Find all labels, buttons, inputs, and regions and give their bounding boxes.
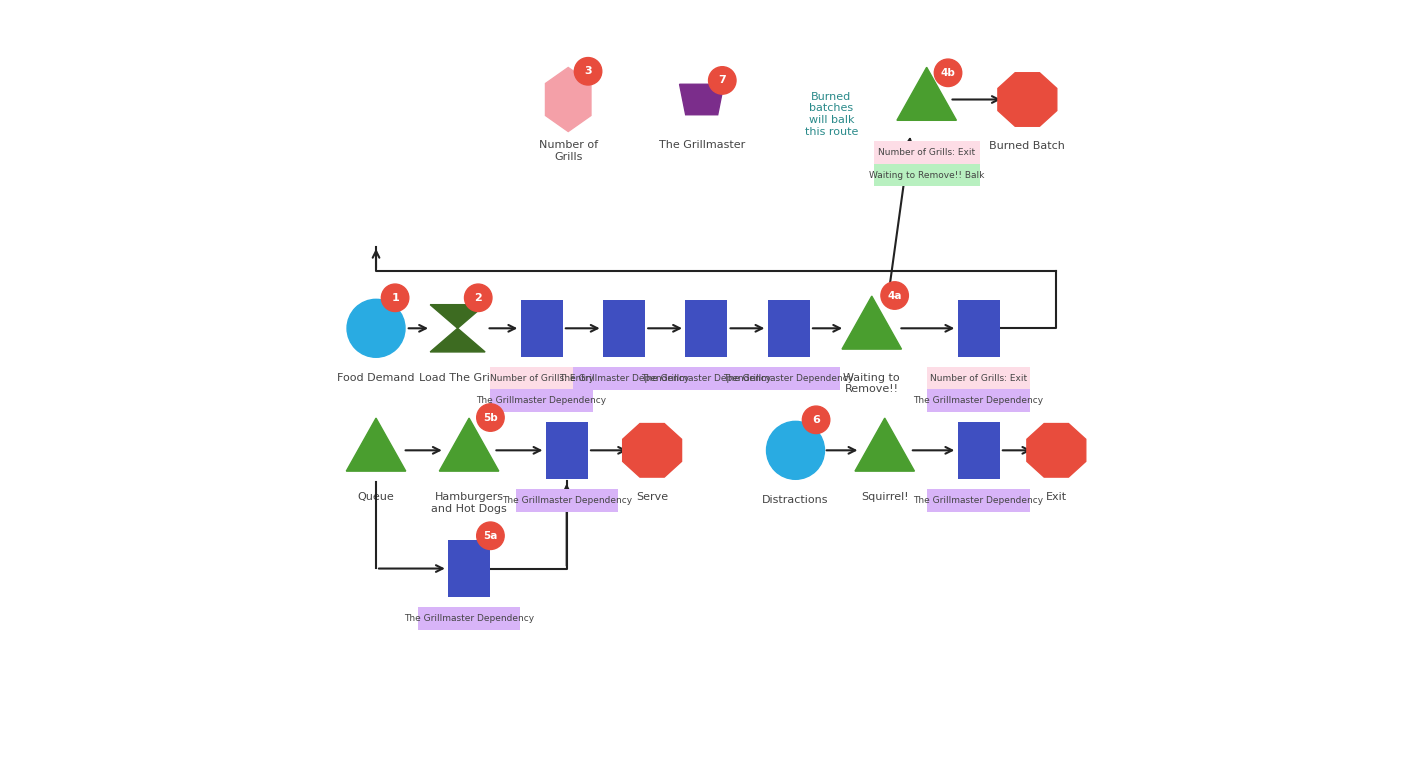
Text: Burned
batches
will balk
this route: Burned batches will balk this route [804, 92, 858, 136]
FancyBboxPatch shape [768, 300, 810, 357]
Polygon shape [1027, 423, 1086, 477]
Text: 5a: 5a [483, 530, 498, 540]
Circle shape [880, 281, 909, 309]
Text: 1: 1 [391, 293, 399, 303]
Text: Food Demand: Food Demand [337, 372, 415, 382]
Text: Flip: Flip [697, 368, 715, 378]
Text: Burned Batch: Burned Batch [989, 141, 1065, 151]
Circle shape [708, 67, 737, 94]
FancyBboxPatch shape [873, 141, 979, 164]
Polygon shape [430, 305, 485, 328]
Text: Number of Grills: Exit: Number of Grills: Exit [930, 374, 1027, 383]
Text: 4b: 4b [941, 68, 955, 78]
FancyBboxPatch shape [602, 300, 645, 357]
Text: Grill Time 1: Grill Time 1 [593, 368, 656, 378]
FancyBboxPatch shape [958, 422, 999, 479]
Text: Squirrel!: Squirrel! [861, 492, 909, 502]
FancyBboxPatch shape [927, 367, 1030, 390]
Polygon shape [546, 68, 591, 132]
Circle shape [477, 522, 504, 550]
FancyBboxPatch shape [927, 490, 1030, 512]
FancyBboxPatch shape [546, 422, 587, 479]
FancyBboxPatch shape [655, 367, 758, 390]
Circle shape [347, 299, 405, 357]
Text: The Grillmaster Dependency: The Grillmaster Dependency [724, 374, 854, 383]
Text: The Grillmaster Dependency: The Grillmaster Dependency [477, 396, 607, 406]
Text: Waited too Long: Waited too Long [882, 141, 972, 151]
FancyBboxPatch shape [573, 367, 674, 390]
Polygon shape [346, 418, 406, 471]
Text: Serve: Serve [636, 492, 669, 502]
Text: Distractions: Distractions [762, 494, 828, 504]
Polygon shape [430, 328, 485, 352]
Text: Number of Grills: Entry: Number of Grills: Entry [490, 374, 594, 383]
Polygon shape [998, 72, 1057, 126]
FancyBboxPatch shape [958, 300, 999, 357]
FancyBboxPatch shape [927, 389, 1030, 412]
Polygon shape [842, 296, 902, 349]
Circle shape [381, 284, 409, 311]
FancyBboxPatch shape [449, 540, 490, 598]
Text: The Grillmaster Dependency: The Grillmaster Dependency [404, 614, 535, 624]
Text: 6: 6 [813, 415, 820, 425]
Text: Place in Buns: Place in Buns [529, 490, 604, 500]
Text: Do Distractions: Do Distractions [935, 490, 1022, 500]
Circle shape [574, 58, 601, 85]
Text: 5b: 5b [483, 412, 498, 423]
Text: Number of
Grills: Number of Grills [539, 140, 598, 161]
FancyBboxPatch shape [491, 389, 593, 412]
Text: Queue: Queue [357, 492, 395, 502]
Text: Load The Grill: Load The Grill [419, 372, 497, 382]
Polygon shape [897, 67, 957, 120]
Text: The Grillmaster: The Grillmaster [659, 140, 745, 150]
Text: The Grillmaster Dependency: The Grillmaster Dependency [913, 497, 1044, 505]
Text: The Grillmaster Dependency: The Grillmaster Dependency [913, 396, 1044, 406]
Text: Exit: Exit [1046, 492, 1067, 502]
Polygon shape [622, 423, 682, 477]
Text: 7: 7 [718, 76, 727, 86]
Circle shape [766, 421, 824, 480]
Text: The Grillmaster Dependency: The Grillmaster Dependency [559, 374, 689, 383]
Text: 4a: 4a [888, 291, 902, 301]
Circle shape [464, 284, 492, 311]
FancyBboxPatch shape [418, 608, 521, 631]
FancyBboxPatch shape [521, 300, 563, 357]
Text: Grill Time 2: Grill Time 2 [756, 368, 821, 378]
Text: Add Cheese: Add Cheese [436, 608, 502, 618]
Text: Load the Grill: Load the Grill [504, 368, 579, 378]
Text: Waiting to
Remove!!: Waiting to Remove!! [844, 372, 900, 394]
Text: Number of Grills: Exit: Number of Grills: Exit [878, 148, 975, 157]
Circle shape [477, 404, 504, 431]
Circle shape [803, 406, 830, 433]
Text: The Grillmaster Dependency: The Grillmaster Dependency [502, 497, 632, 505]
Text: 3: 3 [584, 66, 591, 76]
Text: Hamburgers
and Hot Dogs: Hamburgers and Hot Dogs [432, 492, 507, 514]
FancyBboxPatch shape [738, 367, 840, 390]
Circle shape [934, 59, 962, 86]
Text: The Grillmaster Dependency: The Grillmaster Dependency [641, 374, 772, 383]
Polygon shape [439, 418, 499, 471]
Text: Waiting to Remove!! Balk: Waiting to Remove!! Balk [869, 170, 985, 180]
FancyBboxPatch shape [491, 367, 593, 390]
FancyBboxPatch shape [515, 490, 618, 512]
Polygon shape [855, 418, 914, 471]
Text: Remove: Remove [955, 368, 1002, 378]
FancyBboxPatch shape [873, 163, 979, 187]
Polygon shape [680, 84, 724, 115]
FancyBboxPatch shape [686, 300, 727, 357]
Text: 2: 2 [474, 293, 483, 303]
